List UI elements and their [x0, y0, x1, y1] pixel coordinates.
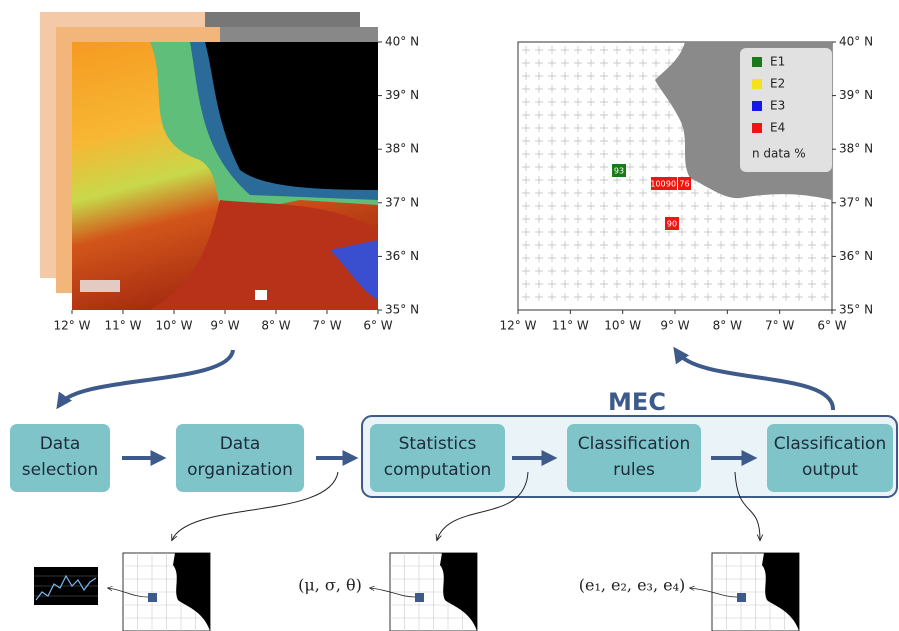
cell-label: 93 — [614, 167, 624, 176]
lon-label: 10° W — [156, 319, 193, 333]
step-label: computation — [384, 460, 492, 480]
lat-label: 38° N — [839, 142, 873, 156]
step-label: Data — [40, 434, 81, 454]
step-label: rules — [613, 460, 655, 480]
cell-label: 100 — [650, 180, 665, 189]
diagram: MEC Data selection Data organization Statist… — [0, 0, 899, 631]
lat-label: 37° N — [839, 195, 873, 209]
lon-label: 6° W — [817, 319, 846, 333]
class-output: (e₁, e₂, e₃, e₄) — [579, 576, 686, 595]
legend-label: E4 — [770, 121, 785, 135]
step-label: Data — [220, 434, 261, 454]
lon-label: 7° W — [765, 319, 794, 333]
lon-label: 8° W — [713, 319, 742, 333]
legend-label: E2 — [770, 77, 785, 91]
legend-swatch — [752, 101, 762, 111]
stats-output: (μ, σ, θ) — [298, 576, 362, 595]
step-label: organization — [187, 460, 293, 480]
legend-label: E1 — [770, 55, 785, 69]
lon-label: 9° W — [660, 319, 689, 333]
sst-image — [72, 42, 378, 310]
mec-title: MEC — [608, 388, 666, 416]
lat-label: 35° N — [839, 303, 873, 317]
lat-label: 39° N — [385, 88, 419, 102]
cell-label: 76 — [679, 180, 689, 189]
lon-label: 10° W — [604, 319, 641, 333]
lat-label: 36° N — [839, 249, 873, 263]
lon-label: 9° W — [210, 319, 239, 333]
lon-label: 11° W — [105, 319, 142, 333]
arrow — [677, 352, 833, 410]
step-label: output — [802, 460, 858, 480]
pixel — [737, 593, 746, 602]
lat-label: 38° N — [385, 142, 419, 156]
mini-chart — [34, 567, 98, 605]
lon-label: 12° W — [54, 319, 91, 333]
cell-label: 90 — [666, 180, 676, 189]
step-label: Classification — [578, 434, 690, 454]
step-label: Statistics — [399, 434, 477, 454]
map-layer — [220, 27, 378, 42]
cell-label: 90 — [667, 220, 677, 229]
lat-label: 37° N — [385, 195, 419, 209]
pixel — [415, 593, 424, 602]
lon-label: 8° W — [261, 319, 290, 333]
left-map — [40, 12, 378, 310]
lat-label: 39° N — [839, 88, 873, 102]
lon-label: 7° W — [312, 319, 341, 333]
legend-label: E3 — [770, 99, 785, 113]
pixel — [148, 593, 157, 602]
lat-label: 40° N — [839, 35, 873, 49]
arrow — [60, 350, 233, 404]
lat-label: 40° N — [385, 35, 419, 49]
lon-label: 12° W — [500, 319, 537, 333]
lon-label: 11° W — [552, 319, 589, 333]
legend-swatch — [752, 123, 762, 133]
lon-label: 6° W — [363, 319, 392, 333]
lat-label: 36° N — [385, 249, 419, 263]
legend-note: n data % — [752, 147, 806, 161]
step-label: Classification — [774, 434, 886, 454]
legend-swatch — [752, 57, 762, 67]
legend-swatch — [752, 79, 762, 89]
map-layer — [205, 12, 360, 27]
step-label: selection — [22, 460, 98, 480]
lat-label: 35° N — [385, 303, 419, 317]
